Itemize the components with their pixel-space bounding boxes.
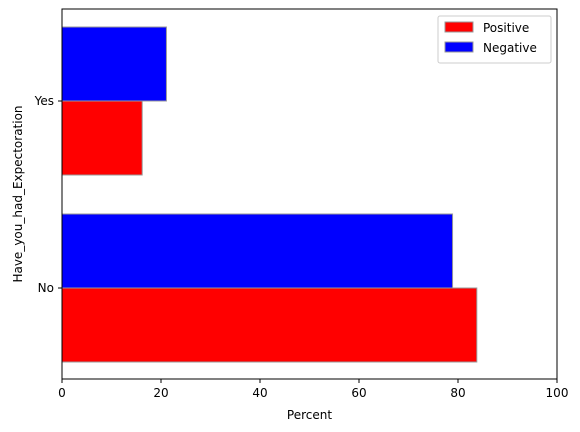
bar-positive-no: [61, 287, 478, 363]
x-tick-label: 20: [153, 386, 168, 400]
y-tick-label: Yes: [34, 94, 54, 108]
x-tick-label: 100: [546, 386, 569, 400]
y-axis-title: Have_you_had_Expectoration: [11, 105, 25, 282]
x-tick-label: 80: [450, 386, 465, 400]
bar-negative-no: [61, 213, 454, 289]
legend-label-positive: Positive: [483, 21, 529, 35]
bar-negative-yes: [61, 26, 167, 102]
plot-frame: [61, 8, 558, 380]
y-tick-label: No: [38, 281, 54, 295]
legend-swatch-negative: [444, 41, 474, 53]
legend-swatch-positive: [444, 21, 474, 33]
legend: Positive Negative: [437, 15, 552, 64]
x-axis: 0 20 40 60 80 100: [58, 379, 568, 400]
bar-positive-yes: [61, 100, 143, 176]
x-tick-label: 40: [252, 386, 267, 400]
bars-layer: [61, 26, 478, 363]
legend-label-negative: Negative: [483, 41, 537, 55]
x-tick-label: 0: [58, 386, 66, 400]
x-axis-title: Percent: [287, 408, 332, 422]
x-tick-label: 60: [351, 386, 366, 400]
y-axis: No Yes: [34, 94, 62, 295]
